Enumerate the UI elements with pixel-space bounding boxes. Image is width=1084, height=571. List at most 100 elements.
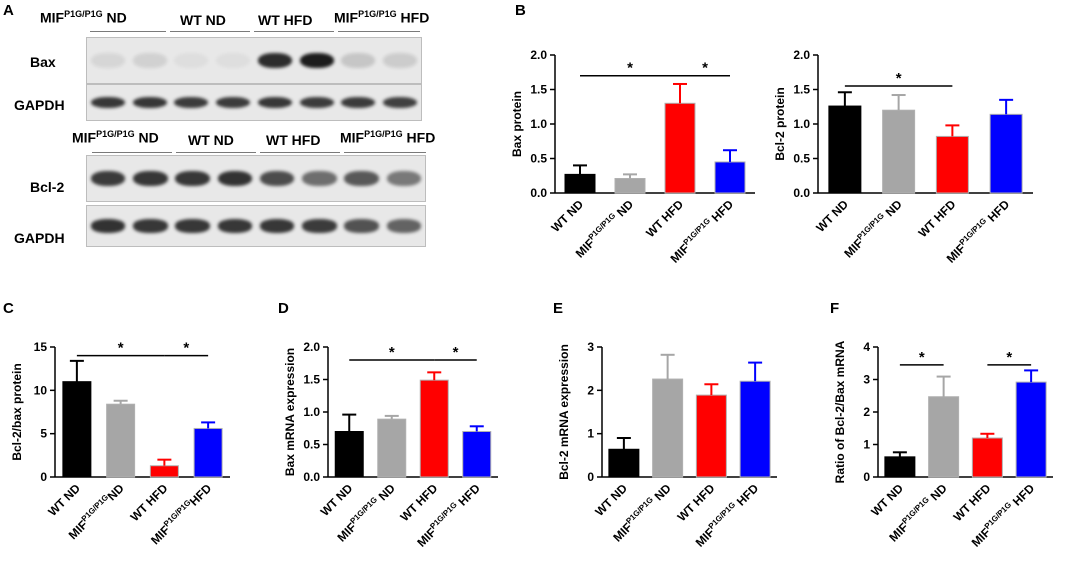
x-category-label: WT HFD xyxy=(951,481,994,524)
genotype-superscript: P1G/P1G xyxy=(64,9,103,19)
blot-band xyxy=(386,170,422,187)
panel-letter-f: F xyxy=(830,300,840,317)
bar xyxy=(882,109,916,194)
x-category-label: WT ND xyxy=(813,197,851,235)
blot-band xyxy=(132,96,167,109)
x-category-label: WT HFD xyxy=(675,481,718,524)
blot-band xyxy=(341,52,376,69)
blot-band xyxy=(90,96,125,109)
group-underline xyxy=(92,152,172,153)
y-tick-label: 2 xyxy=(863,405,870,419)
category-text: HFD xyxy=(732,481,762,511)
category-text: WT ND xyxy=(318,481,356,519)
blot-band xyxy=(174,96,209,109)
significance-star: * xyxy=(453,344,459,361)
bar xyxy=(419,379,449,478)
significance-star: * xyxy=(183,340,189,357)
genotype-superscript: P1G/P1G xyxy=(900,495,931,526)
y-tick-label: 3 xyxy=(587,340,594,354)
group-nd-text: ND xyxy=(134,129,159,146)
blot-band xyxy=(341,96,376,109)
genotype-superscript: P1G/P1G xyxy=(983,500,1014,531)
y-tick-label: 1.0 xyxy=(530,117,547,131)
y-tick-label: 2 xyxy=(587,383,594,397)
panel-letter-a: A xyxy=(3,2,14,19)
blot-top-group-mif-hfd: MIFP1G/P1G HFD xyxy=(334,9,429,26)
x-category-label: WT ND xyxy=(45,481,83,519)
blot-band xyxy=(216,96,251,109)
bar xyxy=(884,456,916,478)
genotype-superscript: P1G/P1G xyxy=(348,495,379,526)
bar xyxy=(608,448,640,478)
blot-band xyxy=(175,219,210,233)
blot-band xyxy=(257,96,292,109)
y-tick-label: 15 xyxy=(34,340,48,354)
blot-band xyxy=(344,219,379,233)
y-tick-label: 0.5 xyxy=(303,438,320,452)
genotype-superscript: P1G/P1G xyxy=(358,9,397,19)
group-mif-text: MIF xyxy=(72,129,97,146)
y-tick-label: 5 xyxy=(40,427,47,441)
bar xyxy=(334,431,364,478)
blot-band xyxy=(132,52,167,69)
blot-bottom-group-mif-nd: MIFP1G/P1G ND xyxy=(72,129,159,146)
blot-band xyxy=(386,219,422,233)
blot-row-label-gapdh: GAPDH xyxy=(14,97,65,113)
blot-band xyxy=(216,52,251,69)
bar xyxy=(695,394,727,478)
panel-letter-e: E xyxy=(553,300,564,317)
y-tick-label: 0 xyxy=(587,470,594,484)
panel-letter-b: B xyxy=(515,2,526,19)
genotype-superscript: P1G/P1G xyxy=(162,498,193,529)
blot-band xyxy=(257,52,292,69)
y-axis-label: Bcl-2 mRNA expression xyxy=(557,344,571,480)
blot-row-label-gapdh: GAPDH xyxy=(14,230,65,246)
x-category-label: WT HFD xyxy=(916,197,959,240)
group-underline xyxy=(254,31,334,32)
y-tick-label: 1.5 xyxy=(303,373,320,387)
blot-strip-bax xyxy=(86,37,422,84)
y-tick-label: 0 xyxy=(863,470,870,484)
bar xyxy=(989,113,1023,194)
blot-band xyxy=(383,52,418,69)
y-tick-label: 2.0 xyxy=(303,340,320,354)
significance-star: * xyxy=(896,70,902,87)
x-category-label: MIFP1G/P1G ND xyxy=(841,196,905,260)
y-tick-label: 1.5 xyxy=(793,83,810,97)
y-tick-label: 1.0 xyxy=(793,117,810,131)
y-tick-label: 10 xyxy=(34,383,48,397)
category-text: WT HFD xyxy=(951,481,994,524)
bar xyxy=(106,403,136,478)
y-tick-label: 2.0 xyxy=(530,48,547,62)
category-text: WT HFD xyxy=(916,197,959,240)
blot-strip-bcl2 xyxy=(86,155,426,202)
bar xyxy=(828,105,862,194)
y-tick-label: 0.0 xyxy=(303,470,320,484)
y-axis-label: Bcl-2 protein xyxy=(773,87,787,160)
group-nd-text: ND xyxy=(102,9,127,26)
blot-top-group-wt-nd: WT ND xyxy=(180,12,226,28)
category-text: WT HFD xyxy=(675,481,718,524)
category-text: WT HFD xyxy=(643,197,686,240)
x-category-label: WT ND xyxy=(592,481,630,519)
blot-band xyxy=(302,170,337,187)
blot-band xyxy=(175,170,210,187)
category-text: HFD xyxy=(706,197,736,227)
blot-band xyxy=(90,170,126,187)
y-tick-label: 1 xyxy=(587,427,594,441)
bar xyxy=(193,427,223,478)
group-hfd-text: HFD xyxy=(402,129,436,146)
genotype-superscript: P1G/P1G xyxy=(364,129,403,139)
genotype-superscript: P1G/P1G xyxy=(96,129,135,139)
bar xyxy=(739,380,771,478)
y-tick-label: 0.0 xyxy=(530,186,547,200)
group-underline xyxy=(344,152,426,153)
category-text: WT ND xyxy=(592,481,630,519)
group-underline xyxy=(338,31,420,32)
blot-band xyxy=(299,96,334,109)
group-mif-text: MIF xyxy=(40,9,65,26)
significance-star: * xyxy=(919,349,925,366)
category-text: HFD xyxy=(453,481,483,511)
group-underline xyxy=(176,152,256,153)
